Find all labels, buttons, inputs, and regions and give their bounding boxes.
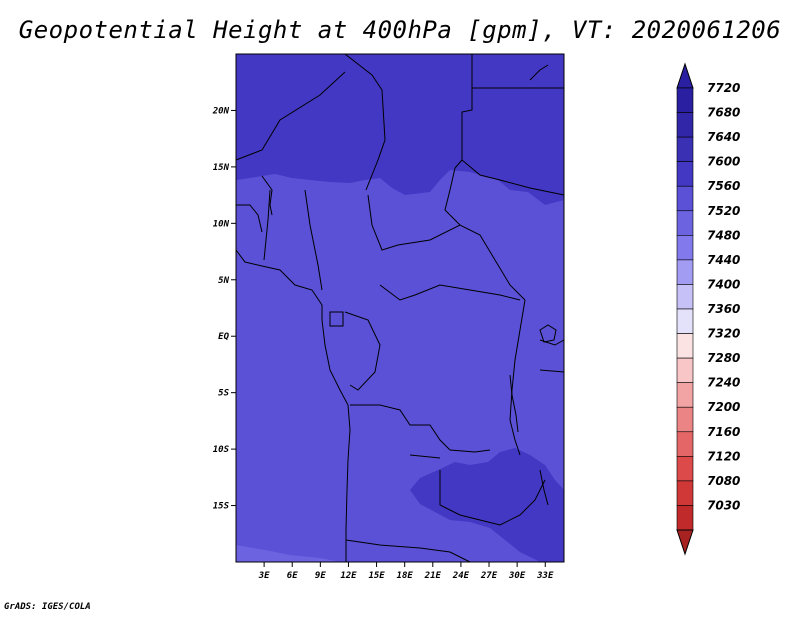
x-tick-label: 21E — [424, 571, 442, 581]
y-tick-label: 20N — [212, 106, 230, 116]
colorbar-label: 7400 — [707, 277, 740, 291]
x-tick-label: 12E — [340, 571, 357, 581]
x-tick-label: 33E — [536, 571, 554, 581]
colorbar-swatch — [676, 406, 694, 433]
border-west-east — [261, 175, 273, 216]
border-niger-chad — [344, 53, 386, 191]
lake-malawi-outline — [539, 469, 549, 506]
border-namibia-botswana — [345, 539, 471, 563]
colorbar-label: 7480 — [707, 228, 740, 242]
border-nigeria-cameroon — [263, 189, 323, 291]
border-chad-sudan — [444, 167, 461, 226]
colorbar-label: 7120 — [707, 449, 740, 463]
footer-credit: GrADS: IGES/COLA — [4, 602, 91, 612]
colorbar-swatch — [676, 161, 694, 187]
border-mali-niger — [235, 71, 346, 161]
chart-title: Geopotential Height at 400hPa [gpm], VT:… — [18, 16, 782, 44]
colorbar-label: 7320 — [707, 327, 740, 341]
colorbar-label: 7600 — [707, 155, 740, 169]
colorbar-label: 7640 — [707, 130, 740, 144]
colorbar-label: 7520 — [707, 204, 740, 218]
border-sudan-south — [461, 159, 565, 196]
colorbar-bottom-arrow — [676, 529, 694, 556]
colorbar-swatch — [676, 431, 694, 457]
field-north-high-region — [236, 54, 564, 205]
y-tick-label: EQ — [218, 332, 229, 342]
country-borders — [235, 53, 565, 563]
colorbar-label: 7280 — [707, 351, 740, 365]
colorbar-label: 7720 — [707, 81, 740, 95]
border-zambia-mozambique — [459, 479, 546, 526]
colorbar-swatch — [676, 284, 694, 310]
x-tick-label: 24E — [452, 571, 470, 581]
y-tick-label: 10S — [213, 445, 230, 455]
colorbar: 7720 7680 7640 7600 7560 7520 7480 7440 7400 7360… — [676, 62, 740, 556]
border-car-drc — [379, 284, 521, 301]
lake-victoria-outline — [539, 324, 557, 343]
colorbar-swatch — [676, 308, 694, 334]
x-tick-label: 27E — [480, 571, 498, 581]
field-southeast-high-region — [410, 448, 564, 562]
lake-tanganyika-outline — [509, 374, 519, 433]
colorbar-label: 7560 — [707, 179, 740, 193]
x-tick-label: 15E — [368, 571, 385, 581]
colorbar-swatch — [676, 185, 694, 212]
colorbar-swatch — [676, 333, 694, 359]
y-tick-label: 10N — [213, 219, 230, 229]
x-tick-label: 3E — [258, 571, 270, 581]
border-congo — [344, 311, 381, 391]
border-gabon — [329, 311, 344, 327]
colorbar-label: 7200 — [707, 400, 740, 414]
colorbar-swatch — [676, 480, 694, 506]
x-tick-label: 6E — [287, 571, 298, 581]
x-tick-label: 9E — [315, 571, 326, 581]
colorbar-label: 7240 — [707, 376, 740, 390]
colorbar-top-arrow — [676, 62, 694, 89]
x-tick-label: 18E — [397, 571, 414, 581]
field-south-low-region — [236, 545, 340, 562]
colorbar-swatch — [676, 87, 694, 113]
border-burkina — [236, 204, 263, 233]
x-tick-label: 30E — [508, 571, 526, 581]
colorbar-label: 7440 — [707, 253, 740, 267]
colorbar-swatch — [676, 259, 694, 285]
x-axis: 3E 6E 9E 12E 15E 18E 21E 24E 27E 30E 33E — [258, 562, 554, 581]
colorbar-label: 7680 — [707, 106, 740, 120]
colorbar-label: 7080 — [707, 474, 740, 488]
y-tick-label: 5S — [218, 389, 229, 399]
y-tick-label: 15N — [213, 163, 230, 173]
red-sea-coast — [529, 64, 549, 81]
colorbar-swatch — [676, 112, 694, 138]
border-drc-angola — [350, 404, 491, 453]
border-cameroon-car — [367, 194, 526, 301]
colorbar-swatch — [676, 505, 694, 531]
y-tick-label: 15S — [213, 502, 230, 512]
colorbar-swatch — [676, 210, 694, 236]
colorbar-swatch — [676, 357, 694, 383]
border-libya-sudan — [454, 54, 473, 169]
border-angola-zambia — [409, 454, 461, 516]
y-tick-label: 5N — [218, 276, 229, 286]
colorbar-swatch — [676, 235, 694, 261]
colorbar-swatch — [676, 456, 694, 482]
coastline-west-africa — [235, 249, 351, 562]
map-plot-area — [236, 54, 564, 562]
colorbar-label: 7160 — [707, 425, 740, 439]
y-axis: 20N 15N 10N 5N EQ 5S 10S 15S — [212, 106, 236, 512]
colorbar-label: 7030 — [707, 498, 740, 512]
colorbar-label: 7360 — [707, 302, 740, 316]
map-frame — [235, 53, 565, 563]
colorbar-swatch — [676, 382, 694, 408]
colorbar-swatch — [676, 136, 694, 162]
